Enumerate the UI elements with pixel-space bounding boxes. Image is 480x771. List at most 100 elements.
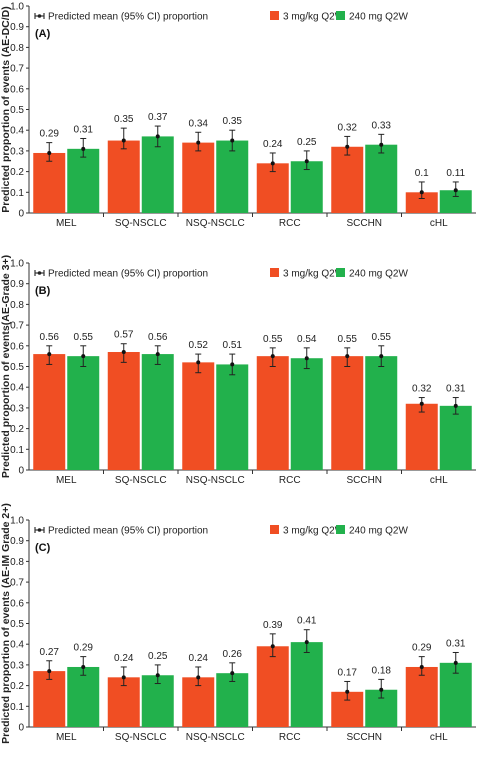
legend-ci-point (37, 14, 42, 18)
x-tick-label: NSQ-NSCLC (186, 475, 245, 486)
data-label: 0.55 (74, 332, 94, 343)
x-tick-label: cHL (430, 475, 448, 486)
data-label: 0.27 (40, 647, 60, 658)
mean-point (379, 354, 384, 359)
legend-ci-label: Predicted mean (95% CI) proportion (48, 269, 208, 280)
bar (290, 358, 323, 470)
mean-point (453, 188, 458, 193)
y-tick-label: 0 (18, 723, 24, 734)
legend-swatch (270, 268, 279, 277)
y-tick-label: 0.9 (10, 22, 24, 33)
x-tick-label: RCC (279, 475, 301, 486)
x-tick-label: MEL (56, 732, 77, 743)
y-tick-label: 0.3 (10, 403, 24, 414)
data-label: 0.35 (223, 116, 243, 127)
mean-point (304, 159, 309, 164)
y-axis-label: Predicted proportion of events (AE-IM Gr… (0, 503, 12, 744)
bar (141, 354, 174, 470)
mean-point (230, 138, 235, 143)
legend-ci-point (37, 528, 42, 532)
mean-point (453, 403, 458, 408)
bar (439, 405, 472, 470)
bar (182, 142, 215, 213)
y-tick-label: 1.0 (10, 2, 24, 13)
data-label: 0.29 (74, 643, 94, 654)
bar (67, 148, 100, 213)
data-label: 0.35 (114, 114, 134, 125)
legend-ci-point (37, 271, 42, 275)
data-label: 0.57 (114, 330, 134, 341)
y-tick-label: 0.6 (10, 341, 24, 352)
y-tick-label: 0.7 (10, 321, 24, 332)
legend-series-label: 240 mg Q2W (349, 12, 408, 23)
y-tick-label: 0.2 (10, 167, 24, 178)
y-tick-label: 0.3 (10, 660, 24, 671)
y-tick-label: 0.2 (10, 424, 24, 435)
y-tick-label: 0 (18, 209, 24, 220)
y-tick-label: 0.5 (10, 362, 24, 373)
x-tick-label: SCCHN (346, 218, 382, 229)
data-label: 0.32 (412, 384, 432, 395)
legend-ci-label: Predicted mean (95% CI) proportion (48, 526, 208, 537)
y-tick-label: 0.7 (10, 578, 24, 589)
bar (405, 666, 438, 727)
panel-label: (C) (35, 542, 51, 554)
mean-point (196, 675, 201, 680)
x-tick-label: MEL (56, 218, 77, 229)
mean-point (270, 354, 275, 359)
legend-swatch (336, 525, 345, 534)
y-tick-label: 0.1 (10, 188, 24, 199)
bar (33, 354, 66, 470)
data-label: 0.18 (372, 665, 392, 676)
x-tick-label: cHL (430, 218, 448, 229)
mean-point (345, 354, 350, 359)
mean-point (196, 360, 201, 365)
mean-point (47, 352, 52, 357)
mean-point (81, 354, 86, 359)
y-tick-label: 0.4 (10, 126, 24, 137)
y-tick-label: 0.8 (10, 43, 24, 54)
panel-label: (B) (35, 285, 51, 297)
panel-label: (A) (35, 28, 51, 40)
mean-point (345, 144, 350, 149)
y-tick-label: 0.9 (10, 279, 24, 290)
x-tick-label: MEL (56, 475, 77, 486)
data-label: 0.11 (446, 168, 465, 179)
bar (439, 190, 472, 213)
mean-point (155, 134, 160, 139)
mean-point (196, 140, 201, 145)
data-label: 0.55 (338, 334, 358, 345)
bar (290, 642, 323, 727)
y-axis-label: Predicted proportion of events(AE-Grade … (0, 255, 12, 478)
data-label: 0.1 (415, 168, 429, 179)
mean-point (379, 142, 384, 147)
mean-point (47, 669, 52, 674)
y-tick-label: 0.8 (10, 557, 24, 568)
data-label: 0.56 (148, 332, 168, 343)
legend-swatch (336, 268, 345, 277)
bar (216, 364, 249, 470)
data-label: 0.31 (446, 638, 466, 649)
y-tick-label: 0.6 (10, 84, 24, 95)
bar (182, 362, 215, 470)
mean-point (379, 687, 384, 692)
y-tick-label: 0.3 (10, 146, 24, 157)
y-tick-label: 0.5 (10, 619, 24, 630)
y-tick-label: 0.1 (10, 445, 24, 456)
x-tick-label: cHL (430, 732, 448, 743)
y-tick-label: 0.9 (10, 536, 24, 547)
data-label: 0.34 (189, 118, 209, 129)
data-label: 0.33 (372, 120, 392, 131)
mean-point (155, 352, 160, 357)
mean-point (345, 689, 350, 694)
mean-point (270, 644, 275, 649)
x-tick-label: SQ-NSCLC (115, 732, 167, 743)
bar (365, 356, 398, 470)
mean-point (121, 138, 126, 143)
mean-point (453, 660, 458, 665)
legend-swatch (270, 11, 279, 20)
data-label: 0.31 (74, 124, 94, 135)
bar (107, 140, 140, 213)
mean-point (304, 356, 309, 361)
y-tick-label: 1.0 (10, 516, 24, 527)
